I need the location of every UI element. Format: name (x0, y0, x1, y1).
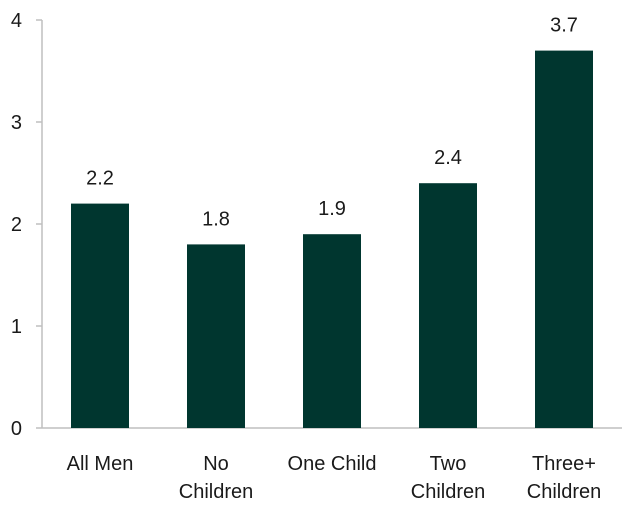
y-tick-label: 4 (11, 10, 22, 32)
y-tick-label: 2 (11, 214, 22, 236)
bar (535, 50, 593, 428)
bar (71, 203, 129, 428)
bar-value-label: 1.9 (318, 198, 346, 220)
x-tick-label-line: Two (430, 453, 467, 475)
bar-value-label: 3.7 (550, 15, 578, 37)
x-tick-label: One Child (288, 453, 377, 475)
x-tick-label-line: All Men (67, 453, 134, 475)
x-tick-label: No Children (179, 453, 253, 503)
y-axis: 0 1 2 3 4 (11, 10, 43, 440)
bar (419, 183, 477, 428)
x-tick-label-line: Children (527, 481, 601, 503)
y-tick-label: 3 (11, 112, 22, 134)
bar-value-label: 2.4 (434, 147, 462, 169)
y-tick-label: 1 (11, 316, 22, 338)
x-tick-label: Three+ Children (527, 453, 601, 503)
x-tick-label-line: Children (411, 481, 485, 503)
x-tick-label-line: Three+ (532, 453, 596, 475)
x-tick-label-line: Children (179, 481, 253, 503)
bars (71, 50, 593, 428)
x-tick-label-line: No (203, 453, 229, 475)
y-tick-label: 0 (11, 418, 22, 440)
x-tick-label-line: One Child (288, 453, 377, 475)
bar-value-label: 1.8 (202, 208, 230, 230)
bar (303, 234, 361, 428)
x-tick-label: Two Children (411, 453, 485, 503)
bar (187, 244, 245, 428)
data-labels: 2.2 1.8 1.9 2.4 3.7 (86, 15, 578, 231)
bar-value-label: 2.2 (86, 168, 114, 190)
x-tick-label: All Men (67, 453, 134, 475)
